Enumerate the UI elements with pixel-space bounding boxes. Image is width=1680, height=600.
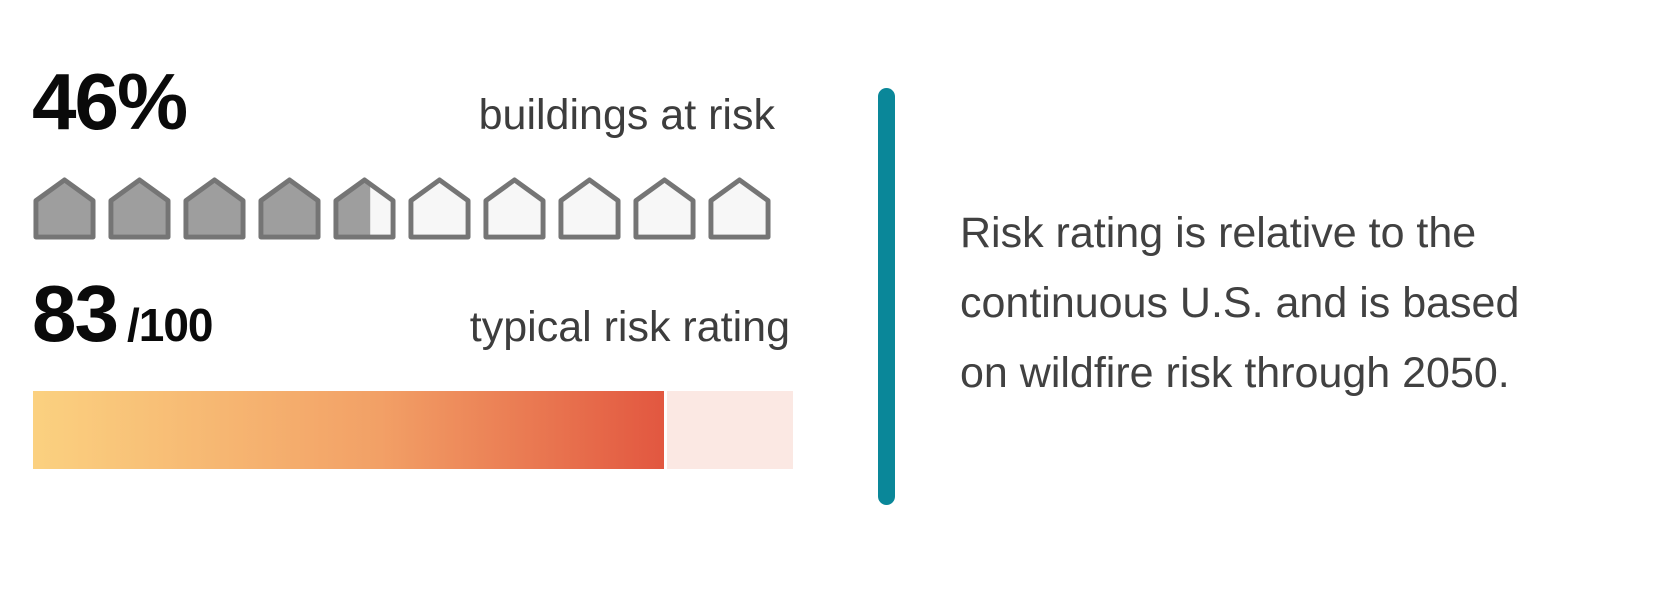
house-icon xyxy=(183,177,246,240)
risk-bar-fill xyxy=(33,391,664,469)
risk-note-line: on wildfire risk through 2050. xyxy=(960,349,1510,397)
buildings-stat-row: 46% buildings at risk xyxy=(32,62,775,142)
risk-bar-remainder xyxy=(666,391,793,469)
risk-rating-label: typical risk rating xyxy=(469,303,790,351)
risk-note-line: continuous U.S. and is based xyxy=(960,279,1520,327)
house-icon xyxy=(108,177,171,240)
risk-note: Risk rating is relative to the continuou… xyxy=(960,198,1519,408)
risk-rating-denominator: /100 xyxy=(126,299,214,351)
risk-rating-bar xyxy=(33,391,793,469)
vertical-divider xyxy=(878,88,895,505)
buildings-at-risk-label: buildings at risk xyxy=(478,91,775,139)
house-icon xyxy=(258,177,321,240)
house-icon xyxy=(633,177,696,240)
risk-rating-stat-row: 83 /100 typical risk rating xyxy=(32,274,790,354)
houses-row xyxy=(32,176,772,241)
risk-rating-value-group: 83 /100 xyxy=(32,269,214,358)
house-icon xyxy=(708,177,771,240)
risk-note-line: Risk rating is relative to the xyxy=(960,209,1477,257)
risk-rating-value: 83 xyxy=(32,269,119,358)
house-icon xyxy=(408,177,471,240)
house-icon xyxy=(483,177,546,240)
house-icon xyxy=(558,177,621,240)
house-icon xyxy=(33,177,96,240)
house-icon xyxy=(333,177,396,240)
buildings-at-risk-value: 46% xyxy=(32,57,188,146)
